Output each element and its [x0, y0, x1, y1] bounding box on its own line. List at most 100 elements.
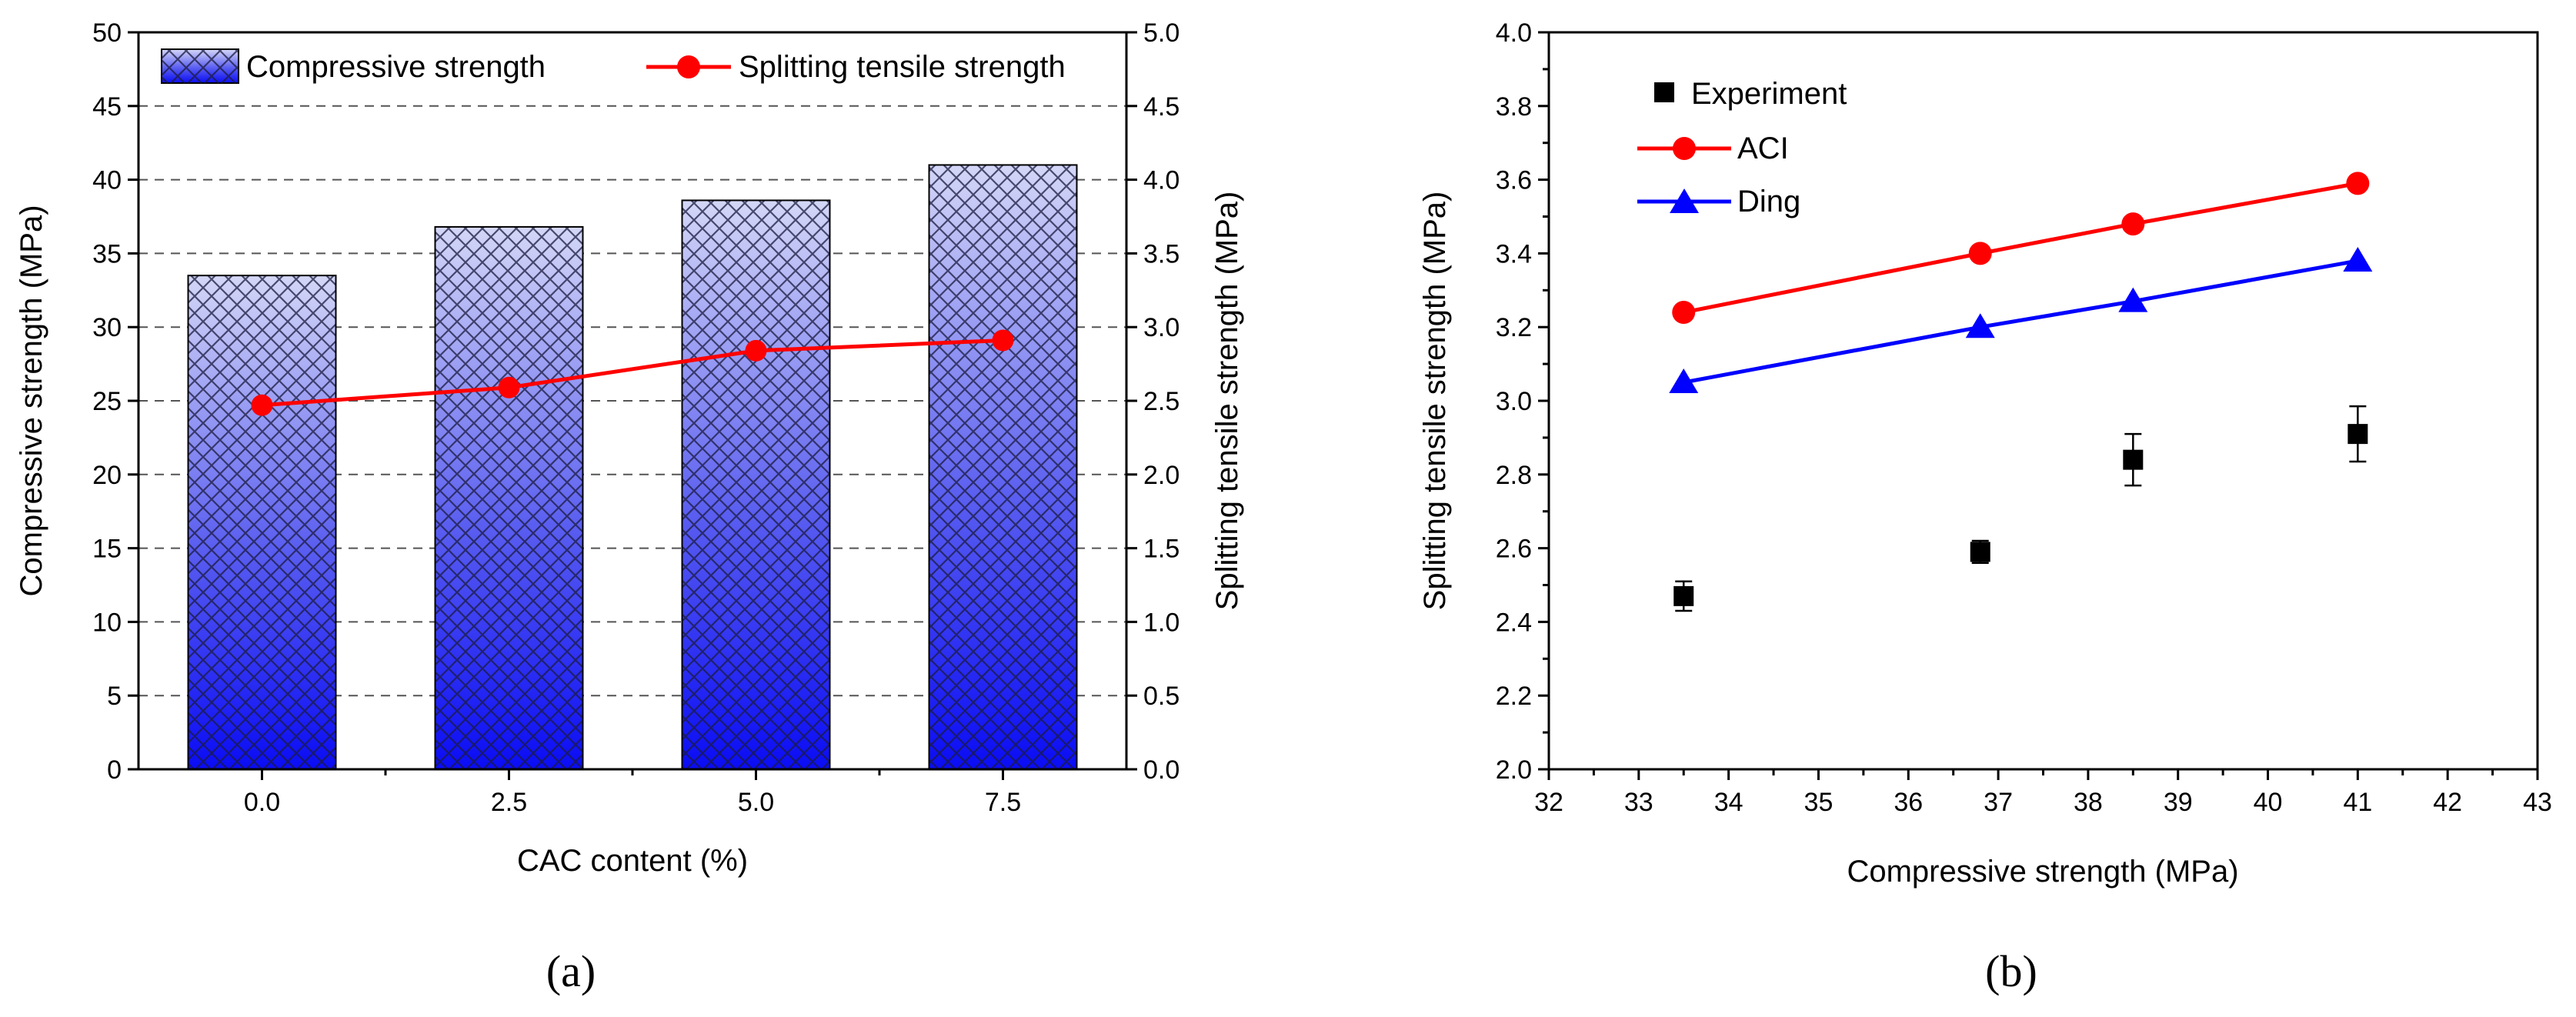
b-experiment-point [2347, 424, 2368, 445]
a-right-tick-label: 2.5 [1143, 387, 1180, 416]
b-y-tick-label: 2.8 [1496, 461, 1532, 490]
a-bar-hatch [928, 164, 1078, 770]
panel-b-label: (b) [1985, 946, 2037, 996]
a-left-tick-label: 0 [107, 755, 122, 785]
b-aci-point [2121, 212, 2145, 236]
a-bar-hatch [187, 275, 337, 770]
b-x-tick-label: 33 [1624, 788, 1653, 817]
a-x-tick-label: 5.0 [738, 788, 774, 817]
b-x-tick-label: 39 [2164, 788, 2193, 817]
a-right-tick-label: 3.5 [1143, 239, 1180, 268]
b-x-tick-label: 36 [1894, 788, 1923, 817]
b-y-tick-label: 3.0 [1496, 387, 1532, 416]
a-tensile-polyline [262, 338, 1003, 408]
b-aci-point [2346, 172, 2370, 195]
b-x-tick-label: 32 [1534, 788, 1563, 817]
a-right-tick-label: 4.5 [1143, 92, 1180, 122]
a-left-tick-label: 45 [92, 92, 122, 122]
b-x-axis-ticks: 32 33 34 35 36 37 38 39 40 41 42 43 [1534, 769, 2552, 817]
b-ding-point [1669, 368, 1699, 394]
a-tensile-line [251, 329, 1014, 416]
a-left-tick-label: 40 [92, 166, 122, 195]
a-x-tick-label: 7.5 [985, 788, 1021, 817]
a-y-axis-label: Compressive strength (MPa) [15, 205, 48, 596]
panel-a-label: (a) [546, 946, 596, 996]
a-left-tick-label: 25 [92, 387, 122, 416]
b-y-tick-label: 3.8 [1496, 92, 1532, 122]
b-legend-ding-label: Ding [1737, 185, 1800, 218]
b-y-tick-label: 3.2 [1496, 313, 1532, 342]
a-legend-line-label: Splitting tensile strength [739, 50, 1066, 84]
b-ding-point [2343, 246, 2373, 272]
a-x-axis-ticks: 0.0 2.5 5.0 7.5 [244, 769, 1021, 817]
b-experiment-point [1970, 542, 1990, 562]
b-y-tick-label: 4.0 [1496, 18, 1532, 48]
b-legend-experiment-label: Experiment [1691, 77, 1847, 111]
a-left-tick-label: 15 [92, 535, 122, 564]
a-bar-hatch [681, 199, 831, 770]
a-tensile-point [992, 329, 1014, 352]
b-y-tick-label: 2.4 [1496, 608, 1532, 637]
b-y-tick-label: 3.6 [1496, 166, 1532, 195]
b-legend: Experiment ACI Ding [1637, 77, 1847, 218]
b-experiment-point [2123, 449, 2144, 470]
a-right-tick-label: 3.0 [1143, 313, 1180, 342]
a-tensile-point [251, 394, 273, 416]
a-x-tick-label: 2.5 [491, 788, 527, 817]
b-y-tick-label: 2.2 [1496, 682, 1532, 711]
b-x-tick-label: 40 [2254, 788, 2283, 817]
a-right-tick-label: 0.0 [1143, 755, 1180, 785]
chart-b-tensile-vs-compressive: 2.0 2.2 2.4 2.6 2.8 3.0 3.2 3.4 3.6 3.8 4.0 32 33 34… [1418, 18, 2552, 996]
a-left-axis-ticks: 0 5 10 15 20 25 30 35 40 45 50 [92, 18, 138, 785]
b-y-tick-label: 2.0 [1496, 755, 1532, 785]
a-legend-bar-label: Compressive strength [246, 50, 546, 84]
b-x-tick-label: 41 [2343, 788, 2372, 817]
b-y-axis-ticks: 2.0 2.2 2.4 2.6 2.8 3.0 3.2 3.4 3.6 3.8 4.0 [1496, 18, 1549, 785]
a-right-tick-label: 1.0 [1143, 608, 1180, 637]
a-left-tick-label: 30 [92, 313, 122, 342]
a-left-tick-label: 35 [92, 239, 122, 268]
b-ding-point [2118, 287, 2148, 312]
b-aci-point [1968, 242, 1992, 265]
a-left-tick-label: 5 [107, 682, 122, 711]
a-right-tick-label: 0.5 [1143, 682, 1180, 711]
b-ding-point [1965, 313, 1995, 338]
a-right-tick-label: 4.0 [1143, 166, 1180, 195]
a-bars [187, 164, 1078, 770]
a-left-tick-label: 20 [92, 461, 122, 490]
b-legend-experiment-marker [1654, 82, 1674, 102]
chart-a-compressive-tensile: 0 5 10 15 20 25 30 35 40 45 50 0.0 0.5 1.0 1.5 2.0 2.5 3… [15, 18, 1244, 996]
a-tensile-point [498, 376, 520, 398]
a-y-axis-label-right: Splitting tensile strength (MPa) [1210, 192, 1244, 611]
b-legend-aci-label: ACI [1737, 132, 1789, 165]
a-right-axis-ticks: 0.0 0.5 1.0 1.5 2.0 2.5 3.0 3.5 4.0 4.5 5.0 [1126, 18, 1180, 785]
b-x-tick-label: 42 [2433, 788, 2462, 817]
b-x-tick-label: 34 [1714, 788, 1743, 817]
b-y-tick-label: 2.6 [1496, 535, 1532, 564]
a-legend: Compressive strength Splitting tensile s… [161, 48, 1066, 84]
b-legend-aci-marker [1673, 137, 1696, 160]
b-x-tick-label: 35 [1804, 788, 1834, 817]
b-x-axis-label: Compressive strength (MPa) [1847, 855, 2238, 889]
b-experiment-point [1673, 585, 1694, 606]
a-tensile-point [745, 339, 767, 362]
b-ding-line [1683, 258, 2358, 385]
b-y-tick-label: 3.4 [1496, 239, 1532, 268]
b-aci-point [1672, 301, 1696, 325]
a-legend-bar-hatch [162, 49, 239, 83]
a-left-tick-label: 50 [92, 18, 122, 48]
b-x-tick-label: 38 [2074, 788, 2103, 817]
a-right-tick-label: 5.0 [1143, 18, 1180, 48]
a-right-tick-label: 2.0 [1143, 461, 1180, 490]
a-x-tick-label: 0.0 [244, 788, 280, 817]
a-right-tick-label: 1.5 [1143, 535, 1180, 564]
a-left-tick-label: 10 [92, 608, 122, 637]
b-x-tick-label: 43 [2523, 788, 2552, 817]
b-data-points [1669, 172, 2373, 612]
a-legend-line-marker [677, 55, 700, 78]
b-x-tick-label: 37 [1984, 788, 2013, 817]
a-x-axis-label: CAC content (%) [517, 844, 748, 878]
b-y-axis-label: Splitting tensile strength (MPa) [1418, 192, 1452, 611]
b-plot-frame [1547, 31, 2539, 771]
